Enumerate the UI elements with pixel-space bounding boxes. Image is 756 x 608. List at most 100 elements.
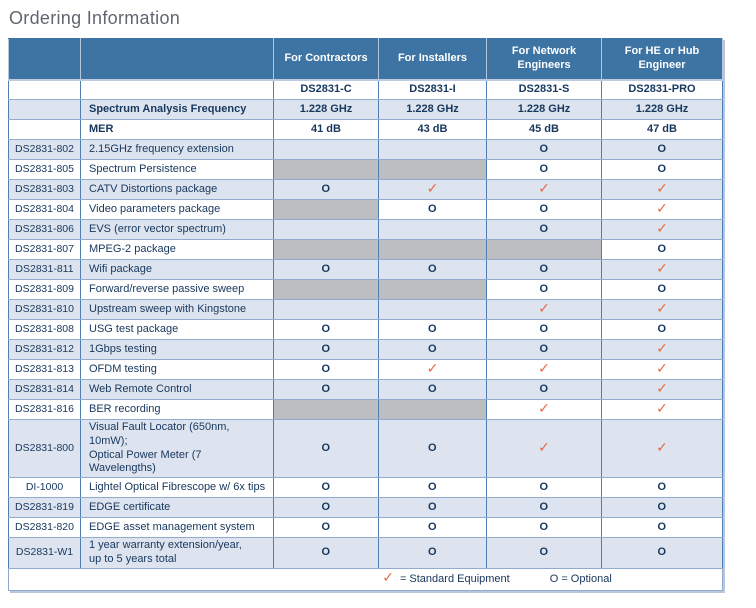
- spec-label-cell: Spectrum Analysis Frequency: [80, 99, 274, 120]
- product-code-cell: DS2831-810: [8, 299, 81, 320]
- availability-cell: O: [378, 517, 487, 538]
- availability-cell: O: [378, 319, 487, 340]
- availability-cell: O: [273, 339, 379, 360]
- feature-description-cell: BER recording: [80, 399, 274, 420]
- product-code-cell: DS2831-802: [8, 139, 81, 160]
- optional-mark: O: [539, 262, 549, 275]
- table-body: DS2831-C DS2831-I DS2831-S DS2831-PRO Spectr…: [8, 79, 723, 591]
- model-name-cell: DS2831-PRO: [601, 79, 723, 100]
- product-code-cell: DS2831-812: [8, 339, 81, 360]
- optional-mark: O: [657, 545, 667, 558]
- availability-cell: ✓: [378, 359, 487, 380]
- not-available-cell: [378, 159, 487, 180]
- availability-cell: ✓: [601, 219, 723, 240]
- optional-mark: O: [539, 162, 549, 175]
- optional-mark: O: [657, 480, 667, 493]
- spec-row: MER 41 dB 43 dB 45 dB 47 dB: [8, 119, 723, 140]
- product-code-cell: DI-1000: [8, 477, 81, 498]
- availability-cell: O: [486, 279, 602, 300]
- optional-mark: O: [321, 362, 331, 375]
- optional-mark: O: [427, 202, 438, 215]
- availability-cell: O: [486, 159, 602, 180]
- feature-row: DS2831-820 EDGE asset management system O O…: [8, 517, 723, 538]
- spec-value-cell: 1.228 GHz: [486, 99, 602, 120]
- product-code-cell: DS2831-805: [8, 159, 81, 180]
- availability-cell: ✓: [601, 299, 723, 320]
- optional-mark: O: [539, 382, 549, 395]
- optional-mark: O: [427, 262, 438, 275]
- optional-mark: O: [539, 142, 549, 155]
- availability-cell: O: [378, 199, 487, 220]
- not-available-cell: [273, 199, 379, 220]
- availability-cell: O: [486, 497, 602, 518]
- feature-row: DS2831-808 USG test package O O O O: [8, 319, 723, 340]
- availability-cell: ✓: [486, 399, 602, 420]
- availability-cell: O: [486, 537, 602, 569]
- legend-cell: ✓ = Standard Equipment O = Optional: [8, 567, 723, 591]
- availability-cell: ✓: [601, 379, 723, 400]
- optional-mark: O: [321, 182, 331, 195]
- spec-row: Spectrum Analysis Frequency 1.228 GHz 1.22…: [8, 99, 723, 120]
- availability-cell: O: [486, 259, 602, 280]
- availability-cell: O: [273, 497, 379, 518]
- feature-description-cell: EDGE asset management system: [80, 517, 274, 538]
- availability-cell: ✓: [601, 419, 723, 478]
- optional-mark: O: [427, 441, 438, 454]
- optional-mark: O: [539, 222, 549, 235]
- feature-description-cell: OFDM testing: [80, 359, 274, 380]
- availability-cell: ✓: [486, 419, 602, 478]
- availability-cell: O: [273, 537, 379, 569]
- column-header-audience: For Network Engineers: [486, 38, 602, 81]
- standard-check-icon: ✓: [538, 300, 550, 317]
- optional-mark: O: [321, 520, 331, 533]
- feature-description-cell: Lightel Optical Fibrescope w/ 6x tips: [80, 477, 274, 498]
- optional-mark: O: [321, 342, 331, 355]
- availability-cell: ✓: [378, 179, 487, 200]
- availability-cell: O: [378, 477, 487, 498]
- optional-mark: O: [321, 480, 331, 493]
- availability-cell: O: [273, 319, 379, 340]
- product-code-cell: DS2831-820: [8, 517, 81, 538]
- availability-cell: O: [486, 379, 602, 400]
- feature-row: DS2831-816 BER recording ✓ ✓: [8, 399, 723, 420]
- feature-description-cell: Visual Fault Locator (650nm, 10mW); Opti…: [80, 419, 274, 478]
- availability-cell: ✓: [486, 359, 602, 380]
- standard-check-icon: ✓: [538, 439, 550, 456]
- product-code-cell: DS2831-819: [8, 497, 81, 518]
- standard-check-icon: ✓: [426, 180, 439, 197]
- feature-row: DS2831-819 EDGE certificate O O O O: [8, 497, 723, 518]
- feature-row: DS2831-812 1Gbps testing O O O ✓: [8, 339, 723, 360]
- not-available-cell: [378, 219, 487, 240]
- feature-row: DS2831-813 OFDM testing O ✓ ✓ ✓: [8, 359, 723, 380]
- product-code-cell: DS2831-808: [8, 319, 81, 340]
- optional-mark: O: [427, 500, 438, 513]
- optional-mark: O: [427, 322, 438, 335]
- spec-value-cell: 1.228 GHz: [378, 99, 487, 120]
- optional-mark: O: [427, 480, 438, 493]
- feature-row: DS2831-809 Forward/reverse passive sweep O…: [8, 279, 723, 300]
- availability-cell: O: [378, 379, 487, 400]
- optional-mark: O: [427, 545, 438, 558]
- feature-description-cell: Forward/reverse passive sweep: [80, 279, 274, 300]
- availability-cell: ✓: [601, 179, 723, 200]
- feature-description-cell: CATV Distortions package: [80, 179, 274, 200]
- availability-cell: O: [378, 537, 487, 569]
- optional-mark: O: [427, 520, 438, 533]
- not-available-cell: [273, 399, 379, 420]
- standard-check-icon: ✓: [656, 340, 668, 357]
- product-code-cell: DS2831-807: [8, 239, 81, 260]
- optional-mark: O: [539, 545, 549, 558]
- not-available-cell: [273, 139, 379, 160]
- standard-check-icon: ✓: [426, 360, 439, 377]
- header-blank-description: [80, 38, 274, 81]
- column-header-audience: For Installers: [378, 38, 487, 81]
- model-name-cell: DS2831-S: [486, 79, 602, 100]
- product-code-cell: DS2831-811: [8, 259, 81, 280]
- audience-header-row: For Contractors For Installers For Network…: [8, 38, 723, 81]
- standard-check-icon: ✓: [538, 360, 550, 377]
- feature-row: DS2831-W1 1 year warranty extension/year,…: [8, 537, 723, 569]
- availability-cell: O: [273, 179, 379, 200]
- product-code-cell: DS2831-800: [8, 419, 81, 478]
- spec-value-cell: 41 dB: [273, 119, 379, 140]
- availability-cell: ✓: [486, 179, 602, 200]
